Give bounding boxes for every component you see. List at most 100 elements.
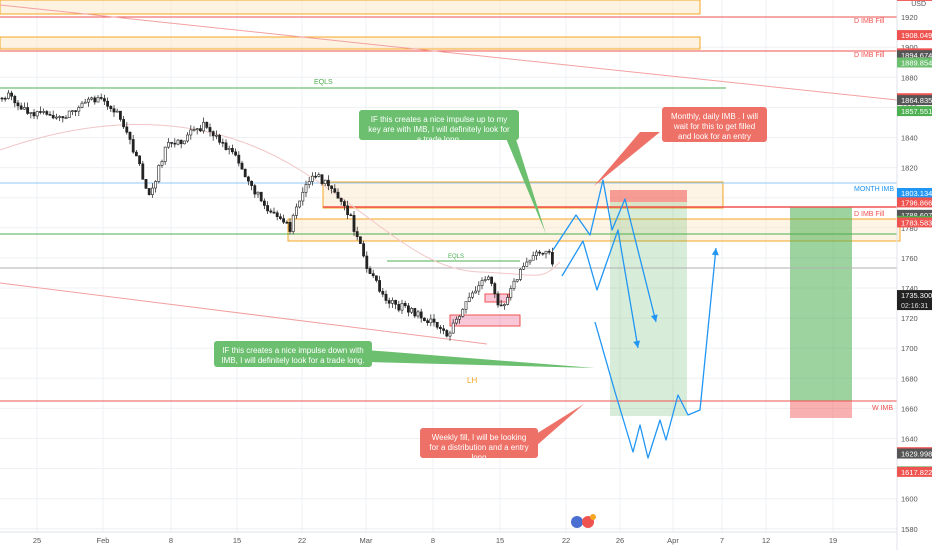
candle-body — [61, 116, 65, 119]
candle-body — [445, 330, 449, 337]
price-tag — [897, 0, 932, 1]
annotation-monthly-imb[interactable]: Monthly, daily IMB . I will wait for thi… — [662, 107, 767, 142]
candle-body — [186, 134, 190, 142]
time-tick-label: 12 — [762, 536, 770, 545]
candle-body — [429, 318, 433, 324]
time-tick-label: 15 — [233, 536, 241, 545]
candle-body — [7, 92, 10, 99]
candle-body — [474, 290, 478, 294]
trendline-upper — [0, 4, 898, 101]
candle-body — [323, 179, 327, 184]
arrowhead-icon — [650, 314, 658, 322]
candle-body — [394, 300, 398, 305]
price-tag — [897, 187, 932, 198]
candle-body — [490, 276, 494, 284]
price-tag-text: 1629.998 — [901, 450, 932, 459]
candle-body — [218, 134, 222, 143]
zone-label-eqls-small: EQLS — [448, 254, 464, 260]
event-badge-icon — [571, 516, 583, 528]
price-tag — [897, 466, 932, 477]
candle-body — [13, 95, 17, 104]
candle-body — [282, 218, 286, 223]
candle-body — [48, 114, 52, 116]
candle-body — [288, 221, 292, 232]
candle-body — [525, 261, 529, 267]
candle-body — [522, 265, 526, 270]
price-tick-label: 1700 — [901, 344, 918, 353]
candle-body — [125, 126, 129, 133]
candle-body — [202, 121, 206, 132]
annotation-impulse-up[interactable]: IF this creates a nice impulse up to my … — [359, 110, 519, 144]
trade-long-stop — [790, 401, 852, 418]
time-tick-label: Feb — [97, 536, 110, 545]
candle-body — [269, 210, 273, 213]
candle-body — [115, 110, 119, 113]
candle-body — [231, 148, 234, 153]
candle-body — [362, 243, 366, 257]
candle-body — [397, 304, 401, 311]
event-badge-icon — [590, 514, 596, 520]
candle-body — [432, 318, 436, 323]
annotation-weekly-fill[interactable]: Weekly fill, I will be looking for a dis… — [420, 428, 538, 462]
candle-body — [406, 305, 410, 313]
candle-body — [547, 250, 551, 253]
candle-body — [426, 320, 430, 324]
candle-body — [314, 175, 318, 178]
candle-body — [378, 280, 382, 292]
candle-body — [515, 279, 519, 282]
candle-body — [221, 142, 225, 144]
annotation-pointer — [594, 132, 660, 186]
candle-body — [358, 236, 362, 244]
candle-body — [195, 128, 199, 130]
candle-body — [227, 148, 231, 150]
candle-body — [38, 111, 42, 113]
candle-body — [154, 181, 158, 189]
price-tag-text: 1908.049 — [901, 31, 932, 40]
candle-body — [483, 279, 487, 281]
candle-body — [179, 139, 183, 145]
candle-body — [183, 140, 186, 145]
candle-body — [400, 303, 404, 311]
candle-body — [96, 97, 100, 103]
price-tick-label: 1920 — [901, 13, 918, 22]
candle-body — [531, 255, 535, 261]
candle-body — [22, 107, 26, 110]
zone-label-d-imb-fill: D IMB Fill — [854, 18, 885, 25]
price-tick-label: 1820 — [901, 164, 918, 173]
candle-body — [496, 293, 500, 306]
candle-body — [416, 311, 420, 317]
candle-body — [442, 328, 446, 331]
candle-body — [368, 268, 372, 274]
price-tag-text: 1857.551 — [901, 107, 932, 116]
candle-body — [80, 102, 84, 108]
candle-body — [518, 268, 522, 280]
candle-body — [464, 301, 468, 310]
candle-body — [83, 101, 87, 104]
price-tag — [897, 217, 932, 228]
candle-body — [90, 97, 94, 100]
time-tick-label: 15 — [496, 536, 504, 545]
candle-body — [144, 179, 148, 189]
candle-body — [262, 200, 266, 206]
candle-body — [320, 174, 324, 184]
candle-body — [330, 185, 334, 189]
candle-body — [301, 191, 305, 202]
candle-body — [477, 285, 481, 292]
candle-body — [3, 97, 7, 100]
price-tick-label: 1720 — [901, 314, 918, 323]
price-tag-text: 1788.607 — [901, 211, 932, 220]
current-price-value: 1735.300 — [901, 291, 932, 300]
candle-body — [16, 102, 20, 107]
time-tick-label: 19 — [829, 536, 837, 545]
candle-body — [64, 117, 68, 120]
candle-body — [448, 332, 452, 337]
candle-body — [502, 304, 506, 306]
candle-body — [106, 100, 110, 107]
time-tick-label: Mar — [360, 536, 373, 545]
annotation-pointer — [505, 136, 546, 234]
annotation-impulse-down[interactable]: IF this creates a nice impulse down with… — [214, 341, 372, 367]
candle-body — [192, 129, 196, 131]
candle-body — [333, 188, 337, 193]
price-tick-label: 1900 — [901, 43, 918, 52]
